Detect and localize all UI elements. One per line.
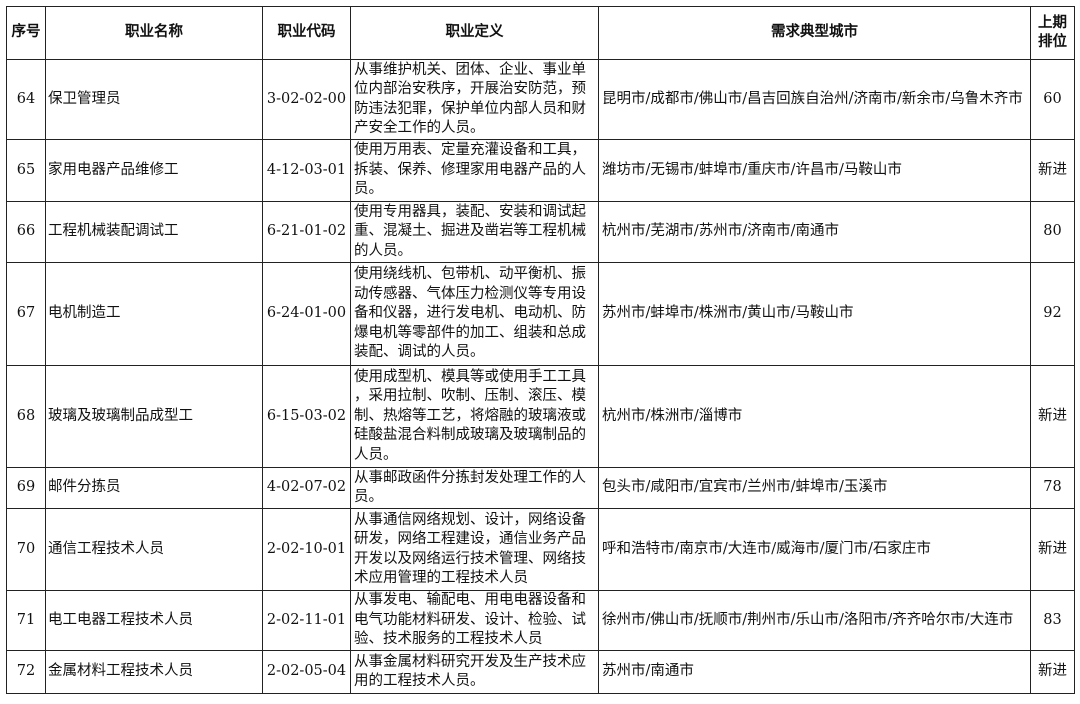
header-code: 职业代码	[262, 6, 351, 60]
typical-cities: 杭州市/株洲市/淄博市	[598, 365, 1031, 468]
header-cities: 需求典型城市	[598, 6, 1031, 60]
row-number: 64	[6, 59, 46, 140]
header-row: 序号 职业名称 职业代码 职业定义 需求典型城市 上期排位	[6, 6, 1075, 60]
header-prev-rank: 上期排位	[1030, 6, 1075, 60]
previous-rank: 92	[1030, 262, 1075, 366]
table-row: 65 家用电器产品维修工 4-12-03-01 使用万用表、定量充灌设备和工具，拆装、…	[6, 139, 1075, 202]
typical-cities: 徐州市/佛山市/抚顺市/荆州市/乐山市/洛阳市/齐齐哈尔市/大连市	[598, 590, 1031, 651]
previous-rank: 新进	[1030, 365, 1075, 468]
row-number: 66	[6, 201, 46, 263]
table-row: 66 工程机械装配调试工 6-21-01-02 使用专用器具，装配、安装和调试起重、混…	[6, 201, 1075, 263]
typical-cities: 昆明市/成都市/佛山市/昌吉回族自治州/济南市/新余市/乌鲁木齐市	[598, 59, 1031, 140]
occupation-definition: 从事邮政函件分拣封发处理工作的人员。	[350, 467, 599, 509]
typical-cities: 苏州市/蚌埠市/株洲市/黄山市/马鞍山市	[598, 262, 1031, 366]
previous-rank: 新进	[1030, 508, 1075, 591]
occupation-code: 6-24-01-00	[262, 262, 351, 366]
header-no: 序号	[6, 6, 46, 60]
occupation-definition: 从事发电、输配电、用电电器设备和电气功能材料研发、设计、检验、试验、技术服务的工…	[350, 590, 599, 651]
previous-rank: 新进	[1030, 139, 1075, 202]
typical-cities: 苏州市/南通市	[598, 650, 1031, 694]
typical-cities: 杭州市/芜湖市/苏州市/济南市/南通市	[598, 201, 1031, 263]
typical-cities: 潍坊市/无锡市/蚌埠市/重庆市/许昌市/马鞍山市	[598, 139, 1031, 202]
previous-rank: 新进	[1030, 650, 1075, 694]
previous-rank: 80	[1030, 201, 1075, 263]
table-row: 72 金属材料工程技术人员 2-02-05-04 从事金属材料研究开发及生产技术应用的…	[6, 650, 1075, 694]
occupation-code: 2-02-10-01	[262, 508, 351, 591]
occupation-definition: 使用万用表、定量充灌设备和工具，拆装、保养、修理家用电器产品的人员。	[350, 139, 599, 202]
occupation-definition: 从事维护机关、团体、企业、事业单位内部治安秩序，开展治安防范，预防违法犯罪，保护…	[350, 59, 599, 140]
table-row: 67 电机制造工 6-24-01-00 使用绕线机、包带机、动平衡机、振动传感器、气体…	[6, 262, 1075, 366]
table-row: 70 通信工程技术人员 2-02-10-01 从事通信网络规划、设计，网络设备研发，网…	[6, 508, 1075, 591]
occupation-code: 6-15-03-02	[262, 365, 351, 468]
occupation-table: 序号 职业名称 职业代码 职业定义 需求典型城市 上期排位 64 保卫管理员 3-0…	[6, 6, 1075, 694]
occupation-code: 2-02-05-04	[262, 650, 351, 694]
occupation-code: 6-21-01-02	[262, 201, 351, 263]
row-number: 65	[6, 139, 46, 202]
row-number: 71	[6, 590, 46, 651]
occupation-name: 工程机械装配调试工	[45, 201, 263, 263]
header-definition: 职业定义	[350, 6, 599, 60]
table-row: 68 玻璃及玻璃制品成型工 6-15-03-02 使用成型机、模具等或使用手工工具，采…	[6, 365, 1075, 468]
typical-cities: 呼和浩特市/南京市/大连市/威海市/厦门市/石家庄市	[598, 508, 1031, 591]
row-number: 67	[6, 262, 46, 366]
occupation-code: 2-02-11-01	[262, 590, 351, 651]
occupation-name: 家用电器产品维修工	[45, 139, 263, 202]
occupation-definition: 使用绕线机、包带机、动平衡机、振动传感器、气体压力检测仪等专用设备和仪器，进行发…	[350, 262, 599, 366]
occupation-code: 3-02-02-00	[262, 59, 351, 140]
row-number: 69	[6, 467, 46, 509]
header-name: 职业名称	[45, 6, 263, 60]
previous-rank: 60	[1030, 59, 1075, 140]
table-row: 69 邮件分拣员 4-02-07-02 从事邮政函件分拣封发处理工作的人员。 包头市/咸…	[6, 467, 1075, 509]
typical-cities: 包头市/咸阳市/宜宾市/兰州市/蚌埠市/玉溪市	[598, 467, 1031, 509]
previous-rank: 78	[1030, 467, 1075, 509]
occupation-name: 电机制造工	[45, 262, 263, 366]
occupation-name: 邮件分拣员	[45, 467, 263, 509]
row-number: 72	[6, 650, 46, 694]
occupation-definition: 从事金属材料研究开发及生产技术应用的工程技术人员。	[350, 650, 599, 694]
table-row: 64 保卫管理员 3-02-02-00 从事维护机关、团体、企业、事业单位内部治安秩序…	[6, 59, 1075, 140]
occupation-name: 玻璃及玻璃制品成型工	[45, 365, 263, 468]
row-number: 68	[6, 365, 46, 468]
occupation-definition: 使用成型机、模具等或使用手工工具，采用拉制、吹制、压制、滚压、模制、热熔等工艺，…	[350, 365, 599, 468]
occupation-name: 通信工程技术人员	[45, 508, 263, 591]
occupation-name: 电工电器工程技术人员	[45, 590, 263, 651]
occupation-definition: 从事通信网络规划、设计，网络设备研发，网络工程建设，通信业务产品开发以及网络运行…	[350, 508, 599, 591]
table-row: 71 电工电器工程技术人员 2-02-11-01 从事发电、输配电、用电电器设备和电气…	[6, 590, 1075, 651]
occupation-definition: 使用专用器具，装配、安装和调试起重、混凝土、掘进及凿岩等工程机械的人员。	[350, 201, 599, 263]
occupation-code: 4-12-03-01	[262, 139, 351, 202]
occupation-name: 金属材料工程技术人员	[45, 650, 263, 694]
row-number: 70	[6, 508, 46, 591]
occupation-name: 保卫管理员	[45, 59, 263, 140]
previous-rank: 83	[1030, 590, 1075, 651]
occupation-code: 4-02-07-02	[262, 467, 351, 509]
